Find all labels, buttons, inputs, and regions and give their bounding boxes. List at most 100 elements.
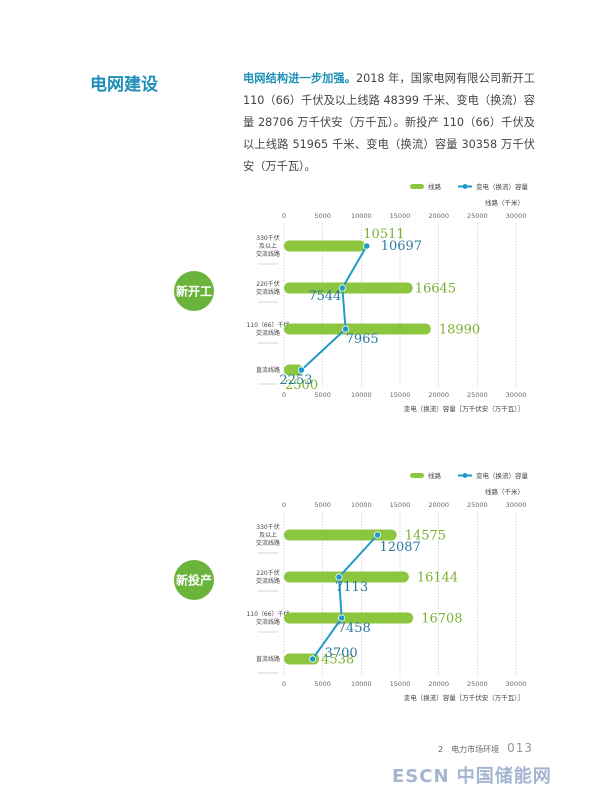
bottom-tick-label: 30000	[506, 680, 527, 688]
bar	[284, 282, 413, 294]
bottom-tick-label: 5000	[314, 680, 331, 688]
top-tick-label: 0	[282, 501, 286, 509]
category-label: 110（66）千伏	[246, 321, 289, 329]
legend-bar-swatch	[410, 184, 424, 189]
section-badge	[174, 560, 214, 600]
bottom-tick-label: 0	[282, 391, 286, 399]
top-axis-title: 线路（千米）	[485, 198, 524, 207]
bar	[284, 364, 304, 376]
category-label: 直流线路	[256, 655, 280, 663]
category-label: 交流线路	[256, 618, 280, 626]
bar	[284, 529, 397, 541]
capacity-line	[300, 245, 368, 371]
bottom-tick-label: 0	[282, 680, 286, 688]
bottom-tick-label: 15000	[390, 391, 411, 399]
page-footer: 2 电力市场环境 013	[438, 741, 533, 755]
category-label: 及以上	[259, 242, 277, 250]
category-label: 交流线路	[256, 288, 280, 296]
page-number: 013	[507, 741, 533, 755]
legend-line-label: 变电（换流）容量	[476, 471, 529, 480]
top-tick-label: 20000	[428, 501, 449, 509]
legend-bar-label: 线路	[428, 182, 442, 191]
category-label: 220千伏	[256, 280, 279, 288]
bar	[284, 571, 409, 583]
capacity-point	[309, 655, 317, 663]
category-label: 330千伏	[256, 523, 279, 531]
watermark: ESCN 中国储能网	[392, 766, 552, 787]
bar-value-label: 16708	[421, 612, 462, 627]
bottom-tick-label: 5000	[314, 391, 331, 399]
bottom-tick-label: 15000	[390, 680, 411, 688]
bottom-axis-title: 变电（换流）容量［万千伏安（万千瓦）］	[404, 693, 524, 702]
top-tick-label: 30000	[506, 501, 527, 509]
category-label: 及以上	[259, 531, 277, 539]
top-tick-label: 10000	[351, 212, 372, 220]
capacity-line	[311, 534, 379, 660]
category-label: 110（66）千伏	[246, 610, 289, 618]
top-tick-label: 30000	[506, 212, 527, 220]
bar-value-label: 10511	[363, 227, 404, 242]
capacity-value-label: 3700	[325, 646, 358, 661]
top-axis-title: 线路（千米）	[485, 487, 524, 496]
top-tick-label: 10000	[351, 501, 372, 509]
capacity-point	[373, 531, 382, 539]
legend-bar-label: 线路	[428, 471, 442, 480]
section-title: 电网建设	[90, 75, 158, 95]
section-badge	[174, 271, 214, 311]
bar-value-label: 4538	[321, 653, 354, 668]
capacity-value-label: 7458	[338, 621, 371, 636]
bottom-tick-label: 30000	[506, 391, 527, 399]
bar	[284, 323, 431, 335]
bar	[284, 240, 366, 252]
capacity-point	[297, 366, 306, 374]
section-badge-label: 新投产	[176, 573, 212, 588]
category-label: 330千伏	[256, 234, 279, 242]
capacity-value-label: 7965	[346, 332, 379, 347]
top-tick-label: 5000	[314, 501, 331, 509]
capacity-value-label: 10697	[381, 239, 422, 254]
capacity-point	[363, 242, 371, 250]
bottom-tick-label: 20000	[428, 680, 449, 688]
top-tick-label: 20000	[428, 212, 449, 220]
intro-text: 2018 年，国家电网有限公司新开工 110（66）千伏及以上线路 48399 …	[243, 72, 535, 173]
bar-value-label: 18990	[439, 323, 480, 338]
footer-chapter: 2 电力市场环境	[438, 745, 500, 754]
category-label: 220千伏	[256, 569, 279, 577]
legend-line-marker	[462, 473, 468, 478]
intro-highlight: 电网结构进一步加强。	[243, 72, 357, 85]
capacity-value-label: 7544	[308, 289, 341, 304]
section-badge-label: 新开工	[176, 284, 212, 299]
capacity-point	[335, 573, 343, 581]
top-tick-label: 25000	[467, 501, 488, 509]
category-label: 交流线路	[256, 577, 280, 585]
bottom-tick-label: 25000	[467, 391, 488, 399]
top-tick-label: 25000	[467, 212, 488, 220]
bar-value-label: 16144	[417, 571, 458, 586]
capacity-point	[341, 325, 350, 333]
capacity-point	[338, 614, 346, 622]
legend-line-label: 变电（换流）容量	[476, 182, 529, 191]
bar-value-label: 16645	[415, 282, 456, 297]
bar	[284, 612, 414, 624]
bar-value-label: 2500	[285, 378, 318, 393]
bottom-tick-label: 25000	[467, 680, 488, 688]
top-tick-label: 0	[282, 212, 286, 220]
capacity-value-label: 12087	[379, 540, 420, 555]
category-label: 交流线路	[256, 329, 280, 337]
top-tick-label: 5000	[314, 212, 331, 220]
legend-bar-swatch	[410, 473, 424, 478]
category-label: 交流线路	[256, 539, 280, 547]
bottom-tick-label: 10000	[351, 680, 372, 688]
bar-value-label: 14575	[405, 529, 446, 544]
capacity-value-label: 7113	[335, 580, 368, 595]
capacity-value-label: 2253	[279, 373, 312, 388]
intro-paragraph: 电网结构进一步加强。2018 年，国家电网有限公司新开工 110（66）千伏及以…	[243, 68, 535, 178]
bottom-tick-label: 20000	[428, 391, 449, 399]
legend-line-marker	[462, 184, 468, 189]
category-label: 交流线路	[256, 250, 280, 258]
category-label: 直流线路	[256, 366, 280, 374]
top-tick-label: 15000	[390, 212, 411, 220]
bottom-tick-label: 10000	[351, 391, 372, 399]
